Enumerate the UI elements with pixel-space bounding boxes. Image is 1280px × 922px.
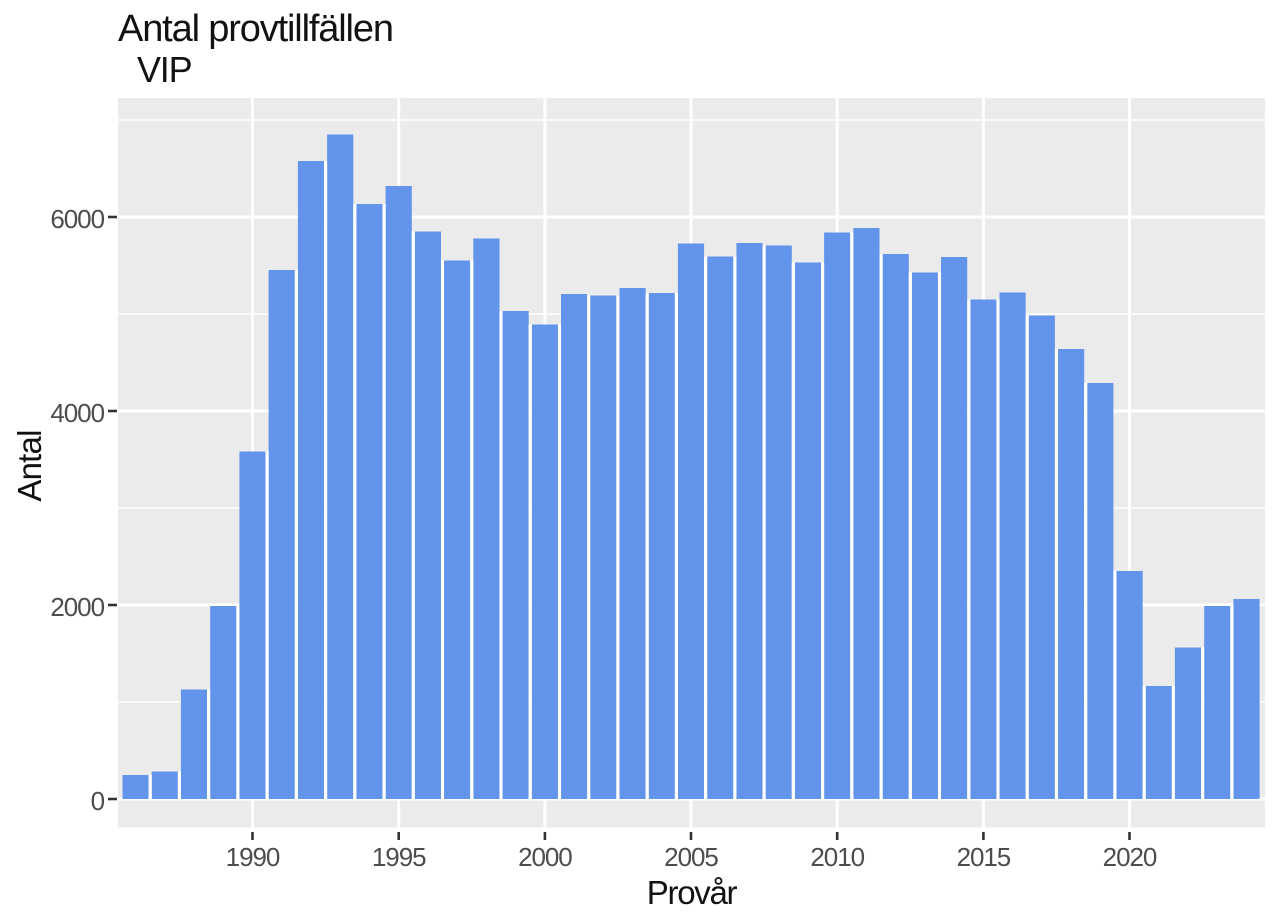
svg-text:0: 0 bbox=[91, 786, 105, 816]
svg-text:2010: 2010 bbox=[810, 842, 864, 872]
svg-text:2020: 2020 bbox=[1103, 842, 1157, 872]
svg-text:2000: 2000 bbox=[518, 842, 572, 872]
svg-text:VIP: VIP bbox=[137, 49, 192, 90]
svg-text:6000: 6000 bbox=[50, 204, 104, 234]
svg-text:2015: 2015 bbox=[957, 842, 1011, 872]
svg-text:2000: 2000 bbox=[50, 592, 104, 622]
svg-text:Antal: Antal bbox=[11, 430, 48, 501]
svg-text:4000: 4000 bbox=[50, 398, 104, 428]
svg-text:Provår: Provår bbox=[647, 874, 738, 911]
svg-text:1995: 1995 bbox=[372, 842, 426, 872]
svg-text:Antal provtillfällen: Antal provtillfällen bbox=[118, 8, 393, 50]
svg-text:2005: 2005 bbox=[664, 842, 718, 872]
svg-text:1990: 1990 bbox=[226, 842, 280, 872]
